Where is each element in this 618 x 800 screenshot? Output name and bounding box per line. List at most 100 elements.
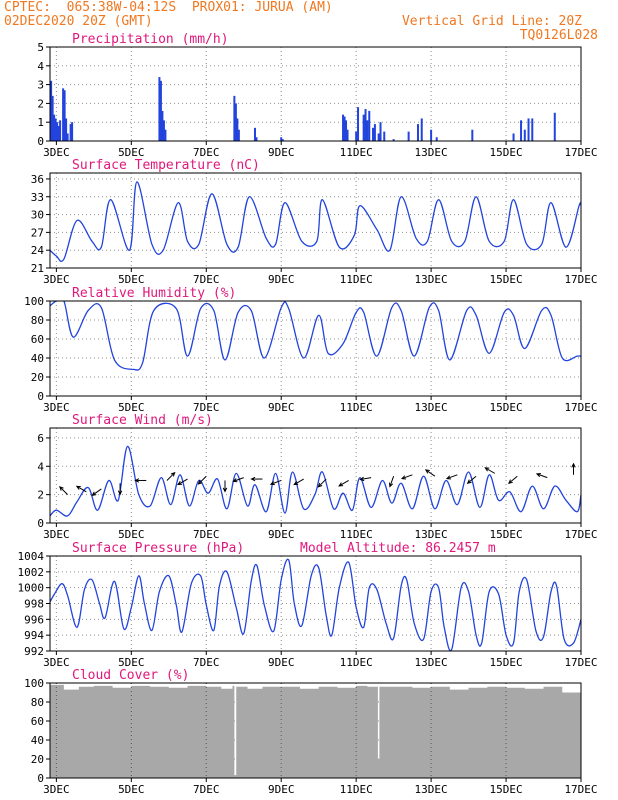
precip-bar: [366, 120, 369, 141]
rh-ytick-label: 40: [31, 352, 44, 365]
rh-frame: [49, 300, 582, 397]
temp-xtick-label: 7DEC: [193, 273, 220, 286]
precip-xtick-label: 11DEC: [340, 146, 373, 159]
precip-bar: [362, 114, 365, 141]
temp-xtick-label: 9DEC: [268, 273, 295, 286]
pres-ytick-label: 1000: [18, 582, 45, 595]
precip-xtick-label: 3DEC: [43, 146, 70, 159]
wind-arrow-shaft: [233, 477, 244, 482]
wind-arrow: [445, 474, 458, 480]
wind-arrow-shaft: [425, 469, 436, 477]
precip-bar: [373, 124, 376, 141]
rh-xtick-label: 13DEC: [415, 401, 448, 414]
pres-xtick-label: 5DEC: [118, 656, 145, 669]
wind-arrow-head: [359, 476, 365, 482]
rh-xtick-label: 9DEC: [268, 401, 295, 414]
wind-arrow-shaft: [508, 475, 518, 484]
wind-ytick-label: 4: [37, 460, 44, 473]
precip-xtick-label: 7DEC: [193, 146, 220, 159]
cloud-ytick-label: 20: [31, 753, 44, 766]
precip-bar: [63, 90, 66, 141]
cloud-ytick-label: 0: [37, 772, 44, 785]
precip-bar: [161, 110, 164, 141]
wind-arrow-head: [400, 475, 407, 480]
wind-arrow-shaft: [270, 479, 282, 485]
precip-bar: [377, 133, 380, 141]
cloud-frame: [49, 682, 582, 779]
wind-xtick-label: 13DEC: [415, 528, 448, 541]
precip-bar: [69, 124, 72, 141]
temp-ytick-label: 24: [31, 244, 45, 257]
temp-title: Surface Temperature (nC): [72, 158, 260, 173]
wind-arrow: [197, 475, 207, 485]
wind-arrow: [507, 475, 518, 485]
pres-xtick-label: 11DEC: [340, 656, 373, 669]
precip-bar: [54, 118, 57, 141]
cloud-xtick-label: 9DEC: [268, 783, 295, 796]
precip-bar: [162, 120, 165, 141]
temp-xtick-label: 17DEC: [564, 273, 597, 286]
wind-arrow: [293, 478, 304, 486]
cloud-ytick-label: 100: [24, 677, 44, 690]
pres-ytick-label: 994: [24, 629, 44, 642]
wind-arrow-head: [177, 480, 183, 486]
wind-arrow: [91, 488, 102, 496]
temp-frame: [49, 172, 582, 269]
temp-ytick-label: 33: [31, 191, 44, 204]
pres-chart: Surface Pressure (hPa) Model Altitude: 86…: [18, 541, 598, 669]
precip-bar: [357, 107, 360, 141]
wind-arrow-shaft: [536, 473, 548, 479]
rh-ytick-label: 20: [31, 371, 44, 384]
precip-bar: [420, 118, 423, 141]
cloud-chart: Cloud Cover (%) 0 20 40 60 80 100 3DEC 5DEC 7DEC 9…: [24, 668, 597, 796]
wind-arrow-head: [222, 487, 228, 493]
header-grid-line-note: Vertical Grid Line: 20Z: [401, 14, 582, 29]
precip-bar: [280, 137, 283, 141]
wind-arrow-shaft: [401, 474, 413, 480]
wind-arrow-shaft: [467, 475, 477, 484]
precip-bar: [392, 139, 395, 141]
temp-ytick-label: 21: [31, 262, 44, 275]
wind-arrow: [535, 472, 548, 479]
wind-arrow: [75, 485, 87, 493]
wind-xtick-label: 7DEC: [193, 528, 220, 541]
cloud-xtick-label: 3DEC: [43, 783, 70, 796]
wind-arrow-head: [388, 482, 394, 488]
wind-arrow: [317, 478, 327, 488]
precip-bar: [57, 125, 60, 141]
wind-arrow-shaft: [389, 476, 395, 487]
precip-bar: [383, 131, 386, 141]
precip-bar: [342, 114, 345, 141]
rh-ytick-label: 60: [31, 333, 44, 346]
wind-arrow-head: [484, 467, 490, 472]
precip-bar: [430, 129, 433, 141]
cloud-ytick-label: 60: [31, 715, 44, 728]
wind-arrow: [250, 476, 263, 482]
pres-xtick-label: 13DEC: [415, 656, 448, 669]
cloud-cover-area: [50, 684, 581, 778]
precip-bar: [53, 114, 56, 141]
precip-ytick-label: 2: [37, 97, 44, 110]
precip-bar: [237, 129, 240, 141]
wind-arrow-head: [535, 472, 541, 478]
wind-xtick-label: 17DEC: [564, 528, 597, 541]
precip-bar: [233, 95, 236, 141]
precip-bar: [416, 124, 419, 141]
wind-arrow-head: [338, 482, 344, 487]
wind-arrow-shaft: [446, 474, 458, 480]
pres-series-line: [50, 558, 581, 651]
wind-xtick-label: 5DEC: [118, 528, 145, 541]
cloud-xtick-label: 5DEC: [118, 783, 145, 796]
rh-ytick-label: 0: [37, 390, 44, 403]
wind-xtick-label: 11DEC: [340, 528, 373, 541]
precip-xtick-label: 5DEC: [118, 146, 145, 159]
rh-xtick-label: 5DEC: [118, 401, 145, 414]
rh-chart: Relative Humidity (%) 0 20 40 60 80 100 3DEC 5DE…: [24, 286, 597, 414]
wind-arrow-head: [269, 481, 275, 486]
wind-arrow-head: [507, 479, 513, 485]
cloud-ytick-label: 40: [31, 734, 44, 747]
wind-arrow: [359, 476, 372, 482]
precip-bar: [368, 110, 371, 141]
precip-bar: [435, 137, 438, 141]
